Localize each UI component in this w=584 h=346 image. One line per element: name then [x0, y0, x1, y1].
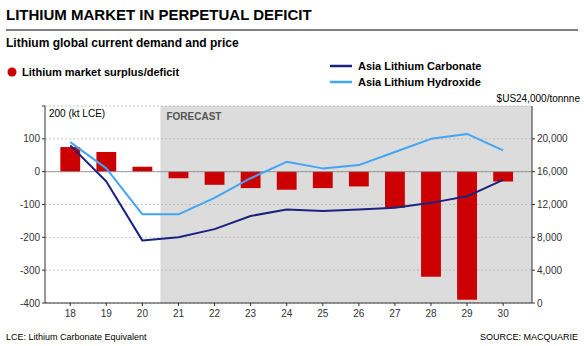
y-tick [42, 138, 45, 139]
x-tick-label: 29 [462, 308, 474, 319]
y-tick-label: -400 [20, 298, 40, 309]
y2-label: $US24,000/tonnne [497, 93, 581, 104]
x-tick [178, 303, 179, 306]
x-tick [358, 303, 359, 306]
x-tick-label: 27 [389, 308, 401, 319]
x-tick [394, 303, 395, 306]
bar [349, 172, 369, 187]
line [70, 145, 503, 240]
y2-tick-label: 16,000 [537, 166, 568, 177]
legend-swatch [330, 65, 352, 68]
title: LITHIUM MARKET IN PERPETUAL DEFICIT [6, 6, 312, 23]
y2-tick [532, 270, 535, 271]
x-tick-label: 26 [353, 308, 365, 319]
y-tick-label: 0 [34, 166, 40, 177]
x-tick [467, 303, 468, 306]
grid-line [45, 106, 532, 107]
bar [385, 172, 405, 208]
y2-tick [532, 204, 535, 205]
bar [205, 172, 225, 185]
legend-entry: Lithium market surplus/deficit [22, 66, 179, 78]
x-tick-label: 19 [101, 308, 113, 319]
bar [421, 172, 441, 277]
x-tick [322, 303, 323, 306]
x-tick-label: 24 [281, 308, 293, 319]
legend-swatch [8, 68, 17, 77]
x-tick-label: 22 [209, 308, 221, 319]
forecast-label: FORECAST [166, 111, 221, 122]
y2-tick-label: 12,000 [537, 199, 568, 210]
x-tick [430, 303, 431, 306]
footnote: LCE: Lithium Carbonate Equivalent [6, 332, 147, 342]
y-tick [42, 303, 45, 304]
x-axis [45, 303, 532, 304]
y2-tick [532, 237, 535, 238]
x-tick-label: 28 [425, 308, 437, 319]
y2-tick-label: 20,000 [537, 133, 568, 144]
grid-line [45, 303, 532, 304]
bar [313, 172, 333, 188]
x-tick [106, 303, 107, 306]
line [70, 134, 503, 214]
title-rule [6, 30, 578, 31]
x-tick [70, 303, 71, 306]
y-tick-label: 100 [23, 133, 40, 144]
y-tick [42, 171, 45, 172]
y-tick-label: -300 [20, 265, 40, 276]
x-tick [286, 303, 287, 306]
source: SOURCE: MACQUARIE [480, 332, 578, 342]
subtitle: Lithium global current demand and price [6, 36, 239, 50]
y2-tick-label: 4,000 [537, 265, 562, 276]
x-tick-label: 23 [245, 308, 257, 319]
y-tick [42, 270, 45, 271]
x-tick-label: 20 [137, 308, 149, 319]
legend-swatch [330, 81, 352, 84]
bar [169, 172, 189, 179]
grid-line [45, 138, 532, 139]
y2-tick [532, 171, 535, 172]
x-tick [142, 303, 143, 306]
x-tick-label: 30 [498, 308, 510, 319]
y2-tick [532, 303, 535, 304]
bar [277, 172, 297, 190]
x-tick-label: 25 [317, 308, 329, 319]
x-tick-label: 18 [65, 308, 77, 319]
y-tick-label: -100 [20, 199, 40, 210]
legend: Lithium market surplus/deficit Asia Lithi… [8, 60, 482, 88]
legend-entry: Asia Lithium Carbonate [358, 60, 481, 72]
bar [60, 147, 80, 172]
legend-entry: Asia Lithium Hydroxide [358, 76, 481, 88]
y-tick-label: -200 [20, 232, 40, 243]
chart: LITHIUM MARKET IN PERPETUAL DEFICIT Lithi… [0, 0, 584, 346]
x-tick-label: 21 [173, 308, 185, 319]
y2-tick-label: 8,000 [537, 232, 562, 243]
x-tick [214, 303, 215, 306]
y-tick [42, 204, 45, 205]
grid-line [45, 171, 532, 172]
y2-tick-label: 0 [537, 298, 543, 309]
x-tick [503, 303, 504, 306]
x-tick [250, 303, 251, 306]
y-tick [42, 237, 45, 238]
bar [457, 172, 477, 300]
bar [132, 167, 152, 172]
y2-tick [532, 138, 535, 139]
marks [45, 134, 532, 300]
zero-line [45, 171, 532, 172]
y-tick-label: 200 (kt LCE) [49, 108, 105, 119]
y-tick [42, 106, 45, 107]
